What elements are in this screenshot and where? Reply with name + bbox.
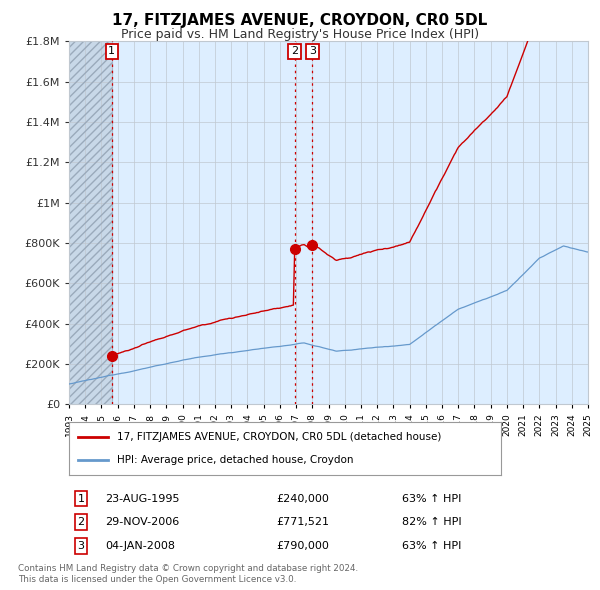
- Text: 63% ↑ HPI: 63% ↑ HPI: [402, 494, 461, 503]
- Text: 1: 1: [77, 494, 85, 503]
- Text: 29-NOV-2006: 29-NOV-2006: [105, 517, 179, 527]
- Text: 04-JAN-2008: 04-JAN-2008: [105, 541, 175, 550]
- Text: 2: 2: [291, 47, 298, 57]
- Text: 17, FITZJAMES AVENUE, CROYDON, CR0 5DL: 17, FITZJAMES AVENUE, CROYDON, CR0 5DL: [112, 13, 488, 28]
- Text: 23-AUG-1995: 23-AUG-1995: [105, 494, 179, 503]
- Text: 2: 2: [77, 517, 85, 527]
- Text: £240,000: £240,000: [276, 494, 329, 503]
- Text: HPI: Average price, detached house, Croydon: HPI: Average price, detached house, Croy…: [116, 455, 353, 465]
- Text: Price paid vs. HM Land Registry's House Price Index (HPI): Price paid vs. HM Land Registry's House …: [121, 28, 479, 41]
- Text: £790,000: £790,000: [276, 541, 329, 550]
- Text: 17, FITZJAMES AVENUE, CROYDON, CR0 5DL (detached house): 17, FITZJAMES AVENUE, CROYDON, CR0 5DL (…: [116, 432, 441, 442]
- Text: 3: 3: [77, 541, 85, 550]
- Text: 82% ↑ HPI: 82% ↑ HPI: [402, 517, 461, 527]
- Bar: [69, 41, 112, 404]
- Text: 3: 3: [309, 47, 316, 57]
- Text: £771,521: £771,521: [276, 517, 329, 527]
- Text: This data is licensed under the Open Government Licence v3.0.: This data is licensed under the Open Gov…: [18, 575, 296, 584]
- Bar: [69, 41, 112, 404]
- Text: Contains HM Land Registry data © Crown copyright and database right 2024.: Contains HM Land Registry data © Crown c…: [18, 564, 358, 573]
- Text: 1: 1: [109, 47, 115, 57]
- Text: 63% ↑ HPI: 63% ↑ HPI: [402, 541, 461, 550]
